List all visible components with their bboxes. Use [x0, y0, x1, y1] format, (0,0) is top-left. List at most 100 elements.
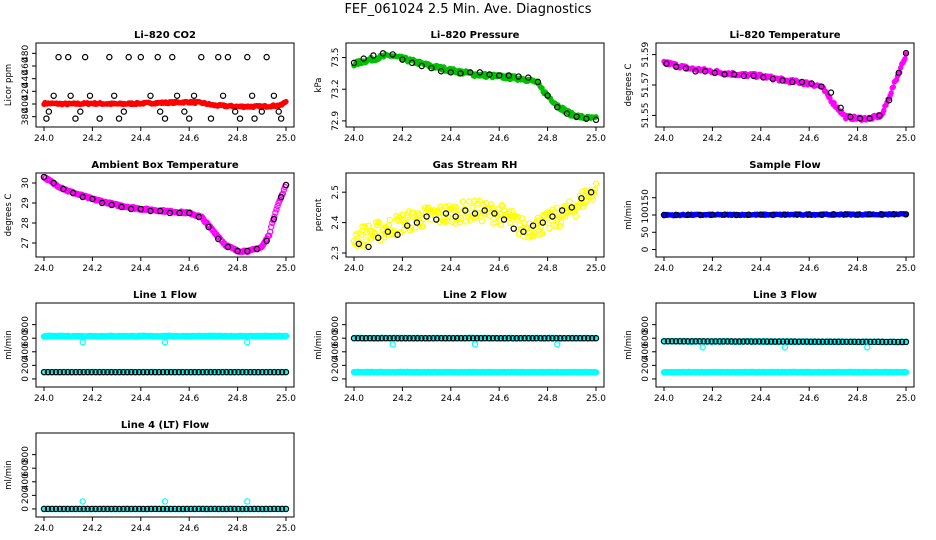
data-point	[783, 338, 791, 345]
data-point	[362, 335, 370, 342]
data-point	[881, 107, 887, 114]
data-point	[890, 211, 898, 218]
data-point	[827, 338, 834, 345]
data-point	[120, 505, 127, 513]
data-point	[211, 505, 218, 513]
data-point	[867, 338, 874, 346]
x-tick-label: 24.2	[702, 394, 722, 404]
data-point	[147, 207, 154, 215]
x-tick-label: 25.0	[586, 394, 606, 404]
data-point	[89, 195, 96, 203]
data-point	[106, 53, 113, 61]
data-point	[108, 505, 115, 513]
data-point	[50, 179, 57, 187]
figure-title: FEF_061024 2.5 Min. Ave. Diagnostics	[344, 2, 592, 17]
data-point	[452, 213, 459, 220]
data-point	[392, 231, 399, 239]
data-point	[592, 335, 600, 342]
data-point	[572, 335, 580, 342]
data-point	[258, 368, 266, 376]
data-point	[537, 335, 544, 342]
x-tick-label: 24.0	[34, 394, 54, 404]
data-point	[112, 505, 119, 513]
data-point	[457, 70, 464, 77]
x-tick-label: 24.4	[751, 134, 771, 144]
data-point	[100, 368, 107, 376]
data-point	[497, 221, 505, 228]
x-tick-label: 25.0	[276, 264, 296, 274]
data-point	[399, 56, 406, 63]
data-point	[418, 335, 425, 342]
data-point	[375, 218, 382, 226]
data-point	[55, 53, 62, 61]
data-point	[274, 202, 281, 210]
data-point	[132, 505, 139, 513]
x-tick-label: 24.4	[131, 394, 151, 404]
y-tick-label: 28	[21, 217, 31, 229]
data-point	[283, 98, 289, 105]
x-tick-label: 24.6	[799, 394, 819, 404]
data-point	[496, 72, 503, 79]
y-tick-label: 2.4	[331, 215, 341, 230]
data-point	[680, 338, 688, 345]
data-point	[479, 201, 487, 208]
data-point	[84, 505, 91, 513]
data-point	[45, 108, 53, 115]
x-tick-label: 24.4	[441, 134, 461, 144]
data-point	[740, 72, 748, 80]
data-point	[408, 59, 416, 67]
chart-sample_flow: Sample Flow ml/min 24.0 24.2 24.4 24.6 24.8 25.…	[624, 160, 916, 274]
data-point	[894, 338, 902, 346]
data-point	[270, 505, 278, 513]
data-point	[721, 71, 728, 78]
y-tick-label: 150	[641, 189, 651, 206]
data-point	[371, 231, 379, 238]
data-point	[546, 225, 553, 232]
x-tick-label: 24.6	[179, 134, 199, 144]
data-point	[360, 55, 367, 62]
data-point	[364, 241, 371, 248]
data-point	[167, 368, 175, 376]
data-point	[847, 113, 854, 121]
data-point	[406, 335, 413, 342]
data-point	[100, 505, 107, 513]
data-point	[50, 92, 57, 99]
series-line4_outliers	[79, 498, 251, 505]
series-licor_co2	[41, 98, 289, 111]
x-tick-label: 24.2	[392, 264, 412, 274]
series-line3_low	[660, 368, 910, 376]
data-point	[282, 505, 290, 513]
data-point	[465, 335, 473, 342]
data-point	[478, 217, 486, 225]
data-point	[438, 206, 445, 213]
data-point	[72, 115, 79, 122]
series-line1_outliers	[79, 339, 251, 346]
data-point	[181, 108, 188, 115]
y-tick-label: 200	[331, 356, 341, 373]
y-tick-label: 0	[21, 376, 31, 382]
data-point	[811, 338, 818, 345]
y-tick-label: 420	[21, 82, 31, 99]
chart-rh: Gas Stream RH percent 24.0 24.2 24.4 24.6 24.8…	[314, 160, 606, 274]
data-point	[584, 335, 592, 342]
data-point	[64, 368, 72, 376]
data-point	[247, 505, 254, 513]
y-tick-label: 600	[21, 459, 31, 476]
data-point	[509, 335, 516, 342]
data-point	[282, 368, 290, 376]
data-point	[132, 368, 139, 376]
data-point	[60, 505, 68, 513]
data-point	[224, 243, 232, 251]
data-point	[793, 211, 801, 218]
data-point	[159, 505, 167, 513]
data-point	[446, 206, 454, 213]
data-point	[579, 188, 586, 195]
data-point	[163, 505, 171, 513]
data-point	[878, 338, 886, 346]
data-point	[489, 335, 497, 342]
data-point	[125, 53, 132, 61]
plot-area	[40, 498, 290, 513]
series-line3_outliers	[699, 344, 871, 351]
plot-area	[350, 50, 600, 124]
chart-title: Line 2 Flow	[443, 290, 507, 301]
